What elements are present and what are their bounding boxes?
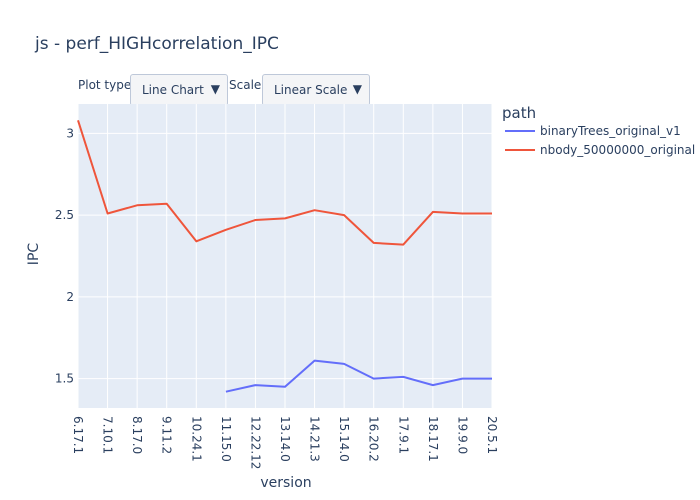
x-tick-label: 9.11.2 (160, 416, 174, 454)
x-tick-label: 17.9.1 (396, 416, 410, 454)
x-tick-label: 20.5.1 (485, 416, 499, 454)
x-tick-label: 10.24.1 (189, 416, 203, 462)
legend-swatch-blue (505, 130, 535, 132)
x-tick-label: 11.15.0 (219, 416, 233, 462)
x-tick-label: 6.17.1 (71, 416, 85, 454)
x-tick-label: 16.20.2 (367, 416, 381, 462)
scale-dropdown-value: Linear Scale (274, 83, 348, 97)
x-tick-label: 7.10.1 (101, 416, 115, 454)
series-line-nbody-50000000-original (77, 119, 492, 246)
plot-type-label: Plot type: (78, 78, 136, 92)
legend-item-label: nbody_50000000_original (540, 143, 696, 157)
legend-item-nbody[interactable]: nbody_50000000_original (502, 143, 696, 161)
series-layer (77, 119, 492, 393)
scale-dropdown[interactable]: Linear Scale ▼ (262, 74, 370, 106)
x-tick-label: 15.14.0 (337, 416, 351, 462)
y-tick-label: 3 (66, 126, 74, 140)
scale-label: Scale: (229, 78, 266, 92)
x-tick-label: 12.22.12 (248, 416, 262, 469)
plot-type-dropdown[interactable]: Line Chart ▼ (130, 74, 228, 106)
x-tick-label: 8.17.0 (130, 416, 144, 454)
legend-item-binarytrees[interactable]: binaryTrees_original_v1 (502, 124, 692, 142)
y-tick-label: 1.5 (55, 372, 74, 386)
x-tick-label: 18.17.1 (426, 416, 440, 462)
caret-down-icon: ▼ (352, 82, 362, 96)
y-tick-label: 2 (66, 290, 74, 304)
caret-down-icon: ▼ (210, 82, 220, 96)
legend-swatch-red (505, 149, 535, 151)
x-tick-label: 13.14.0 (278, 416, 292, 462)
x-tick-label: 19.9.0 (455, 416, 469, 454)
legend-title: path (502, 104, 537, 122)
plot-type-dropdown-value: Line Chart (142, 83, 204, 97)
y-tick-label: 2.5 (55, 208, 74, 222)
legend-item-label: binaryTrees_original_v1 (540, 124, 681, 138)
chart-title: js - perf_HIGHcorrelation_IPC (35, 34, 279, 54)
grid-layer (77, 104, 493, 408)
y-axis-title: IPC (26, 243, 42, 266)
axis-layer: 6.17.1 7.10.1 8.17.0 9.11.2 10.24.1 11.15.0 12… (55, 126, 499, 469)
series-line-binarytrees-original-v1 (225, 359, 492, 393)
x-axis-title: version (260, 475, 311, 491)
x-tick-label: 14.21.3 (308, 416, 322, 462)
